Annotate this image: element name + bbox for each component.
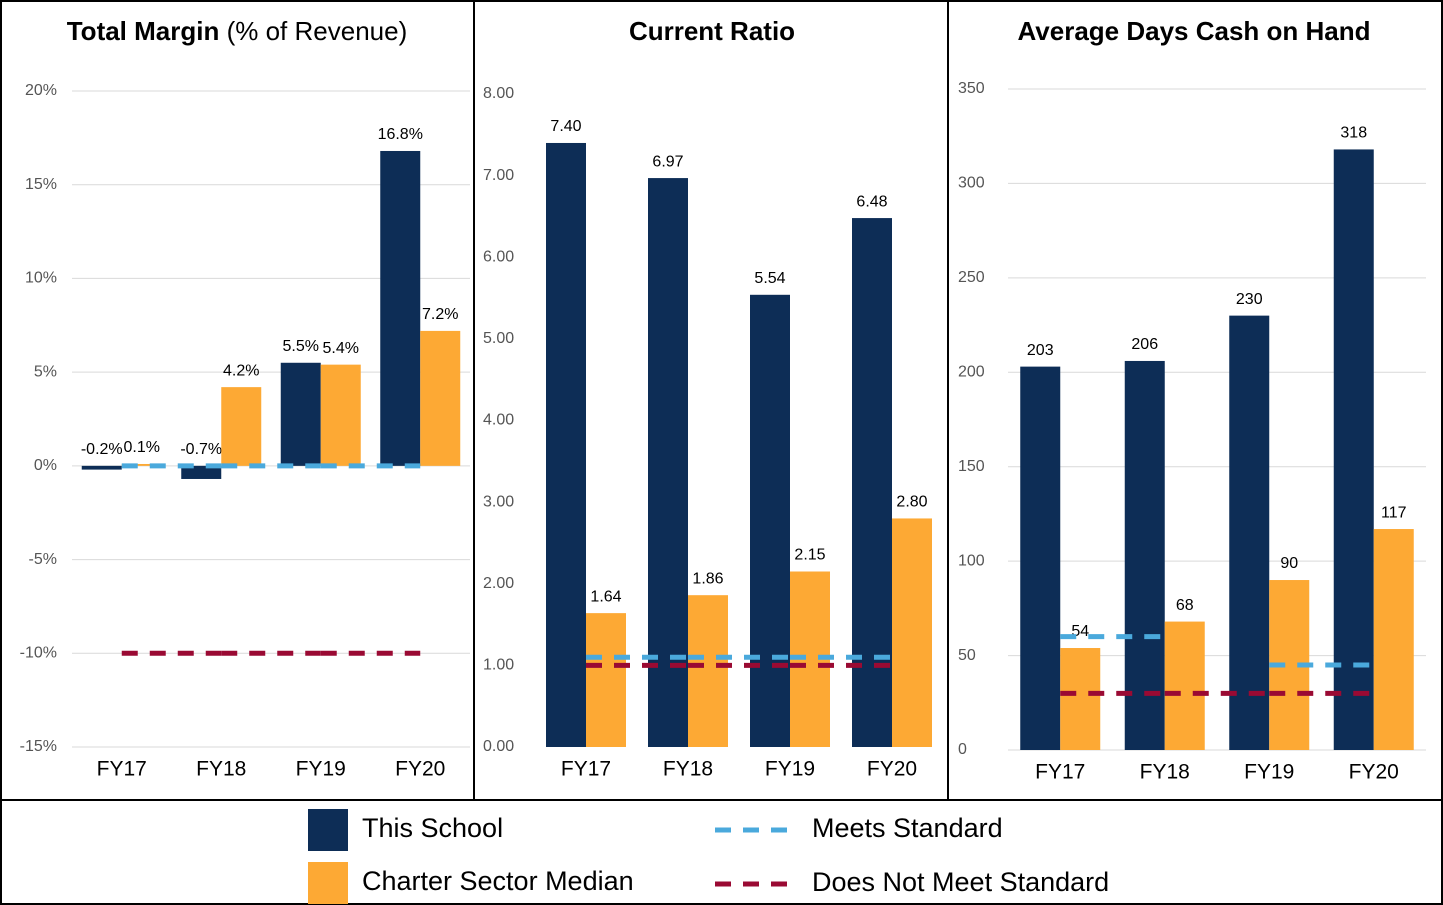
y-tick-label: 15% [25,176,57,193]
y-tick-label: 8.00 [483,85,514,102]
y-tick-label: 250 [958,269,985,286]
legend-label: Charter Sector Median [362,866,634,896]
bar [1060,648,1101,750]
bar [1164,621,1205,750]
bar [586,613,626,747]
legend-swatch [308,862,348,904]
bar [320,364,361,466]
x-tick-label: FY17 [561,758,611,781]
y-tick-label: 300 [958,175,985,192]
title-bold: Total Margin [67,16,220,46]
data-label: 117 [1381,504,1407,521]
data-label: 2.15 [794,547,825,564]
y-tick-label: 20% [25,82,57,99]
data-label: 90 [1280,555,1298,572]
bar [221,387,262,466]
y-tick-label: 3.00 [483,493,514,510]
y-tick-label: 5.00 [483,330,514,347]
bar [1333,149,1374,751]
y-tick-label: 5% [34,363,57,380]
bar [892,518,932,747]
y-tick-label: 50 [958,647,976,664]
x-tick-label: FY20 [1349,761,1399,784]
legend-label: This School [362,813,503,843]
y-tick-label: 4.00 [483,412,514,429]
y-tick-label: 10% [25,270,57,287]
data-label: 6.48 [856,193,887,210]
bar [546,142,586,748]
subtitle: (% of Revenue) [227,16,408,46]
data-label: 68 [1176,597,1194,614]
data-label: 4.2% [223,362,259,379]
data-label: 5.5% [283,338,319,355]
chart-title: Average Days Cash on Hand [1017,16,1370,46]
data-label: 2.80 [896,494,927,511]
data-label: 5.4% [323,340,359,357]
bar [121,463,162,466]
legend: This School Charter Sector Median Meets St… [308,809,1109,904]
legend-label: Does Not Meet Standard [812,867,1109,897]
x-tick-label: FY19 [765,758,815,781]
x-tick-label: FY19 [1244,761,1294,784]
bar [750,294,790,747]
x-tick-label: FY20 [395,758,445,781]
y-tick-label: 7.00 [483,167,514,184]
bar [1373,529,1414,750]
bar [648,178,688,748]
y-tick-label: 2.00 [483,575,514,592]
x-tick-label: FY20 [867,758,917,781]
data-label: 1.64 [590,588,621,605]
y-tick-label: 0% [34,457,57,474]
x-tick-label: FY19 [296,758,346,781]
x-tick-label: FY17 [97,758,147,781]
bar [420,330,461,466]
y-tick-label: 200 [958,364,985,381]
y-tick-label: 0.00 [483,738,514,755]
y-tick-label: -15% [20,738,57,755]
x-tick-label: FY18 [1140,761,1190,784]
legend-label: Meets Standard [812,813,1003,843]
bar [1020,366,1061,750]
bar [1229,315,1270,750]
data-label: 16.8% [378,126,423,143]
data-label: 7.40 [550,118,581,135]
bar [380,150,421,466]
bar [280,362,321,466]
data-label: 1.86 [692,570,723,587]
legend-swatch [308,809,348,851]
data-label: 203 [1027,342,1054,359]
data-label: 6.97 [652,153,683,170]
data-label: 0.1% [124,439,160,456]
bar [181,465,222,479]
y-tick-label: 100 [958,552,985,569]
x-tick-label: FY17 [1035,761,1085,784]
chart-title: Current Ratio [629,16,795,46]
y-tick-label: 350 [958,80,985,97]
chart-title: Total Margin (% of Revenue) [67,16,408,46]
y-tick-label: 150 [958,458,985,475]
bar [1124,360,1165,750]
y-tick-label: -10% [20,645,57,662]
data-label: -0.2% [81,441,123,458]
bar [81,465,122,470]
data-label: 206 [1131,336,1158,353]
data-label: -0.7% [180,441,222,458]
x-tick-label: FY18 [196,758,246,781]
x-tick-label: FY18 [663,758,713,781]
data-label: 5.54 [754,270,785,287]
data-label: 230 [1236,291,1263,308]
data-label: 318 [1340,125,1367,142]
bar [688,595,728,747]
y-tick-label: 0 [958,741,967,758]
y-tick-label: 6.00 [483,248,514,265]
y-tick-label: -5% [29,551,57,568]
data-label: 7.2% [422,306,458,323]
y-tick-label: 1.00 [483,657,514,674]
